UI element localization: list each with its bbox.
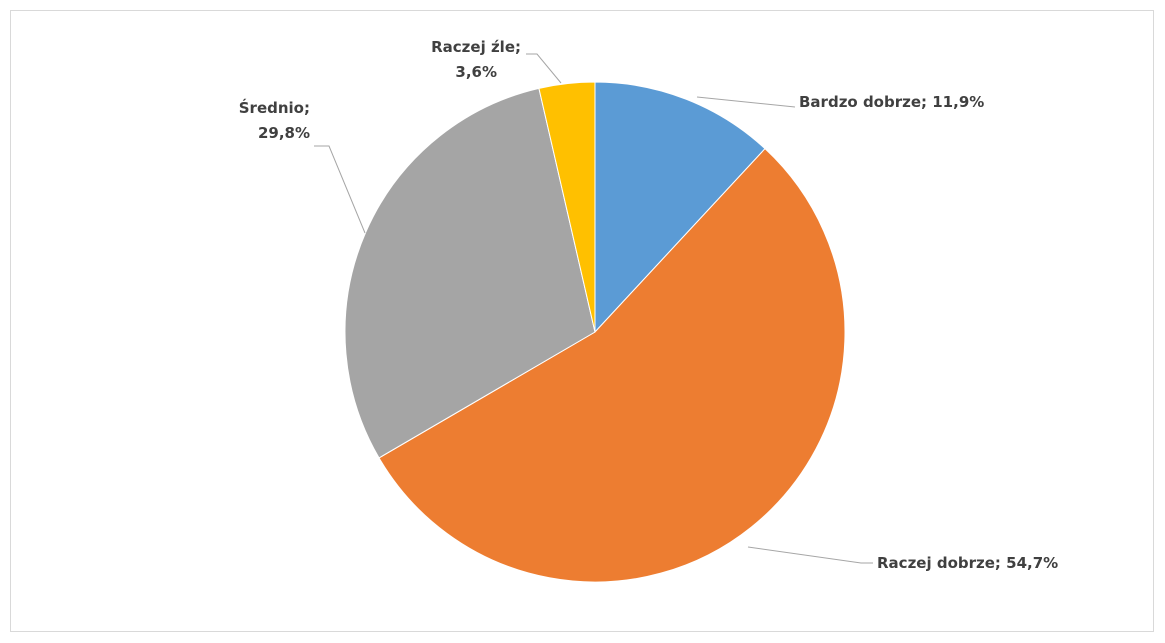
data-label-srednio-line-1: Średnio; [239, 98, 310, 117]
pie-slice-raczej-dobrze [378, 147, 846, 583]
leader-line-raczej-dobrze [747, 546, 873, 564]
pie-slice-bardzo-dobrze [594, 81, 766, 334]
data-label-srednio-line-2: 29,8% [258, 124, 310, 142]
data-label-raczej-zle-line-1: Raczej źle; [431, 38, 521, 56]
data-label-raczej-zle-line-2: 3,6% [455, 63, 497, 81]
data-label-bardzo-dobrze: Bardzo dobrze; 11,9% [799, 93, 984, 111]
pie-slice-srednio [344, 87, 596, 459]
leader-line-bardzo-dobrze [696, 96, 796, 108]
pie-slices [344, 81, 846, 583]
chart-area: Bardzo dobrze; 11,9% Raczej dobrze; 54,7%… [10, 10, 1154, 632]
leader-lines [314, 53, 873, 564]
data-label-raczej-dobrze: Raczej dobrze; 54,7% [877, 554, 1058, 572]
data-labels: Bardzo dobrze; 11,9% Raczej dobrze; 54,7%… [239, 38, 1058, 572]
pie-chart: Bardzo dobrze; 11,9% Raczej dobrze; 54,7%… [239, 38, 1058, 583]
leader-line-srednio [314, 145, 366, 234]
pie-slice-raczej-zle [538, 81, 596, 333]
leader-line-raczej-zle [526, 53, 562, 84]
